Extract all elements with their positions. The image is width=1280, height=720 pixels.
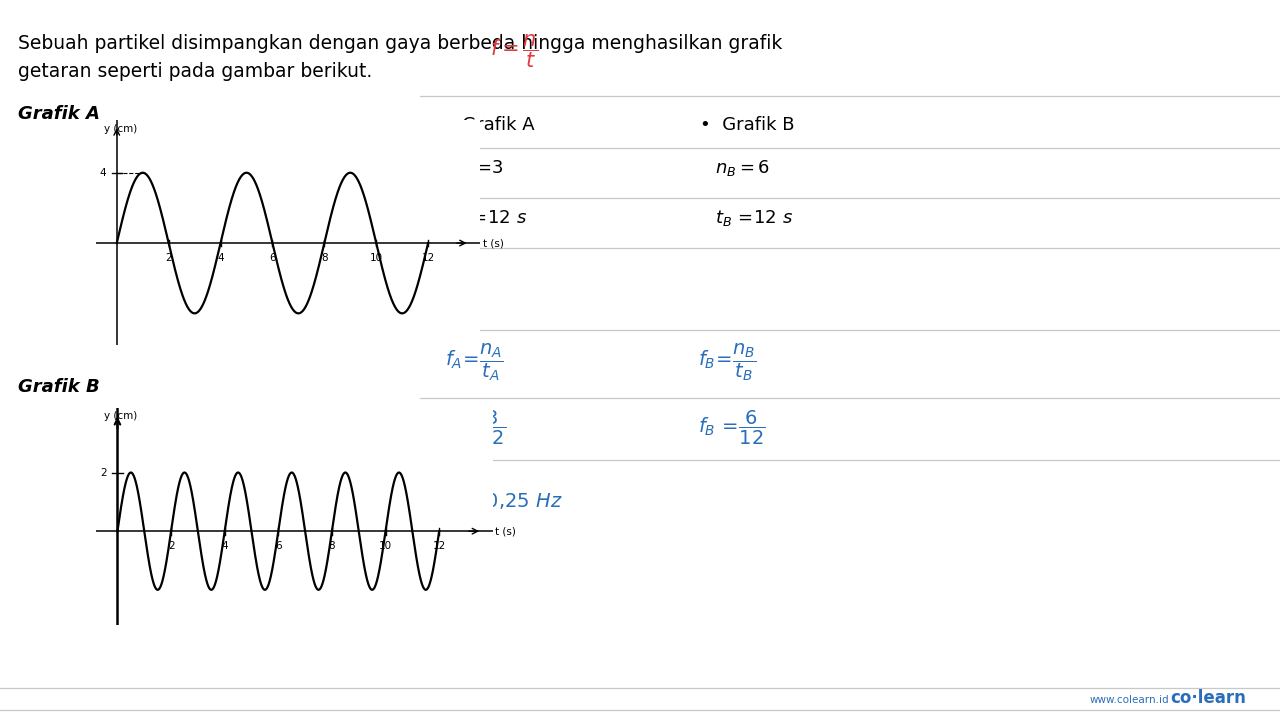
Text: co·learn: co·learn xyxy=(1170,689,1245,707)
Text: 10: 10 xyxy=(370,253,383,263)
Text: Sebuah partikel disimpangkan dengan gaya berbeda hingga menghasilkan grafik: Sebuah partikel disimpangkan dengan gaya… xyxy=(18,34,782,53)
Text: 6: 6 xyxy=(275,541,282,551)
Text: 8: 8 xyxy=(329,541,335,551)
Text: $f = \dfrac{n}{t}$: $f = \dfrac{n}{t}$ xyxy=(490,32,538,70)
Text: 2: 2 xyxy=(165,253,172,263)
Text: $f_A\!=\! \dfrac{n_A}{t_A}$: $f_A\!=\! \dfrac{n_A}{t_A}$ xyxy=(445,341,503,383)
Text: y (cm): y (cm) xyxy=(104,411,137,421)
Text: t (s): t (s) xyxy=(483,238,503,248)
Text: 12: 12 xyxy=(433,541,445,551)
Text: 6: 6 xyxy=(269,253,275,263)
Text: 8: 8 xyxy=(321,253,328,263)
Text: $t_A\!=\!12\ s$: $t_A\!=\!12\ s$ xyxy=(454,208,527,228)
Text: $f_A\!=\! \dfrac{3}{12}$: $f_A\!=\! \dfrac{3}{12}$ xyxy=(445,409,506,447)
Text: $n_A\!=\!3$: $n_A\!=\!3$ xyxy=(454,158,504,178)
Text: 12: 12 xyxy=(421,253,435,263)
Text: Grafik A: Grafik A xyxy=(18,105,100,123)
Text: 4: 4 xyxy=(221,541,228,551)
Text: $n_B = 6$: $n_B = 6$ xyxy=(716,158,769,178)
Text: y (cm): y (cm) xyxy=(104,124,137,133)
Text: getaran seperti pada gambar berikut.: getaran seperti pada gambar berikut. xyxy=(18,62,372,81)
Text: $f_A = 0{,}25\ Hz$: $f_A = 0{,}25\ Hz$ xyxy=(445,491,563,513)
Text: www.colearn.id: www.colearn.id xyxy=(1091,695,1170,705)
Text: 4: 4 xyxy=(218,253,224,263)
Text: $f_B\!=\! \dfrac{n_B}{t_B}$: $f_B\!=\! \dfrac{n_B}{t_B}$ xyxy=(698,341,756,383)
Text: 2: 2 xyxy=(100,467,106,477)
Text: t (s): t (s) xyxy=(495,526,516,536)
Text: 10: 10 xyxy=(379,541,392,551)
Text: •  Grafik A: • Grafik A xyxy=(440,116,535,134)
Text: 2: 2 xyxy=(168,541,174,551)
Text: •  Grafik B: • Grafik B xyxy=(700,116,795,134)
Text: Grafik B: Grafik B xyxy=(18,378,100,396)
Text: $f_B\ \!=\! \dfrac{6}{12}$: $f_B\ \!=\! \dfrac{6}{12}$ xyxy=(698,409,765,447)
Text: $t_B\ \!=\!12\ s$: $t_B\ \!=\!12\ s$ xyxy=(716,208,794,228)
Text: 4: 4 xyxy=(100,168,106,178)
